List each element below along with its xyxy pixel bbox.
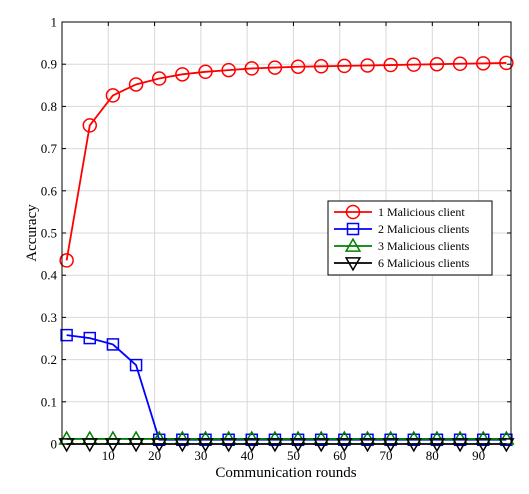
legend-marker bbox=[345, 204, 361, 220]
legend-item: 6 Malicious clients bbox=[334, 256, 470, 272]
y-tick-label: 0.8 bbox=[41, 99, 57, 114]
data-point bbox=[128, 77, 144, 92]
data-point bbox=[81, 438, 98, 453]
data-point bbox=[360, 58, 375, 73]
data-point bbox=[289, 438, 307, 453]
x-tick-label: 40 bbox=[241, 448, 254, 463]
x-tick-label: 10 bbox=[102, 448, 115, 463]
legend-label: 3 Malicious clients bbox=[378, 239, 470, 253]
data-point bbox=[58, 438, 75, 453]
legend-label: 6 Malicious clients bbox=[378, 256, 470, 270]
data-point bbox=[382, 438, 399, 453]
data-point bbox=[220, 438, 237, 453]
y-tick-label: 0.6 bbox=[41, 183, 58, 198]
data-point bbox=[336, 438, 353, 453]
legend: 1 Malicious client 2 Malicious clients 3 M… bbox=[327, 200, 493, 276]
data-point bbox=[428, 438, 446, 453]
data-point bbox=[174, 438, 191, 453]
data-point bbox=[221, 62, 236, 78]
data-point bbox=[104, 438, 122, 453]
data-point bbox=[106, 338, 120, 351]
data-point bbox=[475, 56, 491, 71]
y-tick-label: 0.9 bbox=[41, 57, 57, 72]
data-point bbox=[105, 88, 121, 103]
data-point bbox=[267, 60, 283, 75]
x-axis-label: Communication rounds bbox=[215, 465, 356, 481]
data-point bbox=[383, 57, 398, 73]
y-tick-label: 0.1 bbox=[41, 394, 57, 409]
data-point bbox=[452, 56, 468, 72]
data-point bbox=[127, 438, 145, 453]
data-point bbox=[451, 438, 469, 453]
data-point bbox=[405, 438, 422, 453]
data-point bbox=[244, 61, 260, 76]
y-tick-label: 0 bbox=[51, 437, 58, 452]
legend-marker bbox=[344, 237, 362, 252]
data-point bbox=[151, 438, 168, 453]
tick-layer: 0 0.1 0.2 0.3 0.4 0.5 0.6 0.7 0.8 0.9 1 10 20 30 40 50 6… bbox=[41, 15, 511, 463]
data-point bbox=[243, 438, 260, 453]
data-point bbox=[129, 358, 143, 372]
x-tick-label: 20 bbox=[148, 448, 161, 463]
x-tick-label: 30 bbox=[194, 448, 207, 463]
x-tick-label: 70 bbox=[380, 448, 393, 463]
series-line bbox=[65, 62, 507, 261]
legend-marker bbox=[344, 257, 362, 272]
legend-item: 3 Malicious clients bbox=[334, 237, 470, 253]
legend-marker bbox=[346, 222, 360, 236]
data-point bbox=[60, 328, 73, 342]
data-point bbox=[429, 56, 445, 72]
y-tick-label: 0.2 bbox=[41, 352, 57, 367]
y-tick-label: 1 bbox=[51, 15, 58, 30]
y-tick-label: 0.3 bbox=[41, 310, 57, 325]
y-axis-label: Accuracy bbox=[24, 204, 40, 262]
data-point bbox=[266, 438, 284, 453]
y-tick-label: 0.7 bbox=[41, 141, 58, 156]
series-1 bbox=[59, 55, 514, 268]
data-point bbox=[313, 59, 329, 74]
data-point bbox=[475, 438, 492, 453]
data-point bbox=[83, 331, 97, 345]
data-point bbox=[406, 57, 422, 72]
legend-item: 1 Malicious client bbox=[334, 204, 465, 220]
legend-label: 1 Malicious client bbox=[378, 205, 465, 219]
x-tick-label: 90 bbox=[472, 448, 485, 463]
data-point bbox=[498, 438, 515, 453]
data-point bbox=[359, 438, 376, 453]
y-tick-label: 0.4 bbox=[41, 268, 58, 283]
legend-label: 2 Malicious clients bbox=[378, 222, 470, 236]
data-point bbox=[197, 438, 214, 453]
x-tick-label: 50 bbox=[287, 448, 300, 463]
data-point bbox=[175, 67, 190, 82]
data-point bbox=[337, 58, 352, 74]
data-point bbox=[59, 253, 74, 268]
data-point bbox=[499, 55, 514, 71]
data-point bbox=[313, 438, 330, 453]
data-point bbox=[290, 59, 306, 74]
legend-item: 2 Malicious clients bbox=[334, 222, 470, 236]
y-tick-label: 0.5 bbox=[41, 226, 57, 241]
data-point bbox=[198, 64, 213, 80]
x-tick-label: 80 bbox=[426, 448, 439, 463]
x-tick-label: 60 bbox=[333, 448, 346, 463]
data-point bbox=[151, 71, 167, 86]
data-point bbox=[82, 118, 98, 133]
